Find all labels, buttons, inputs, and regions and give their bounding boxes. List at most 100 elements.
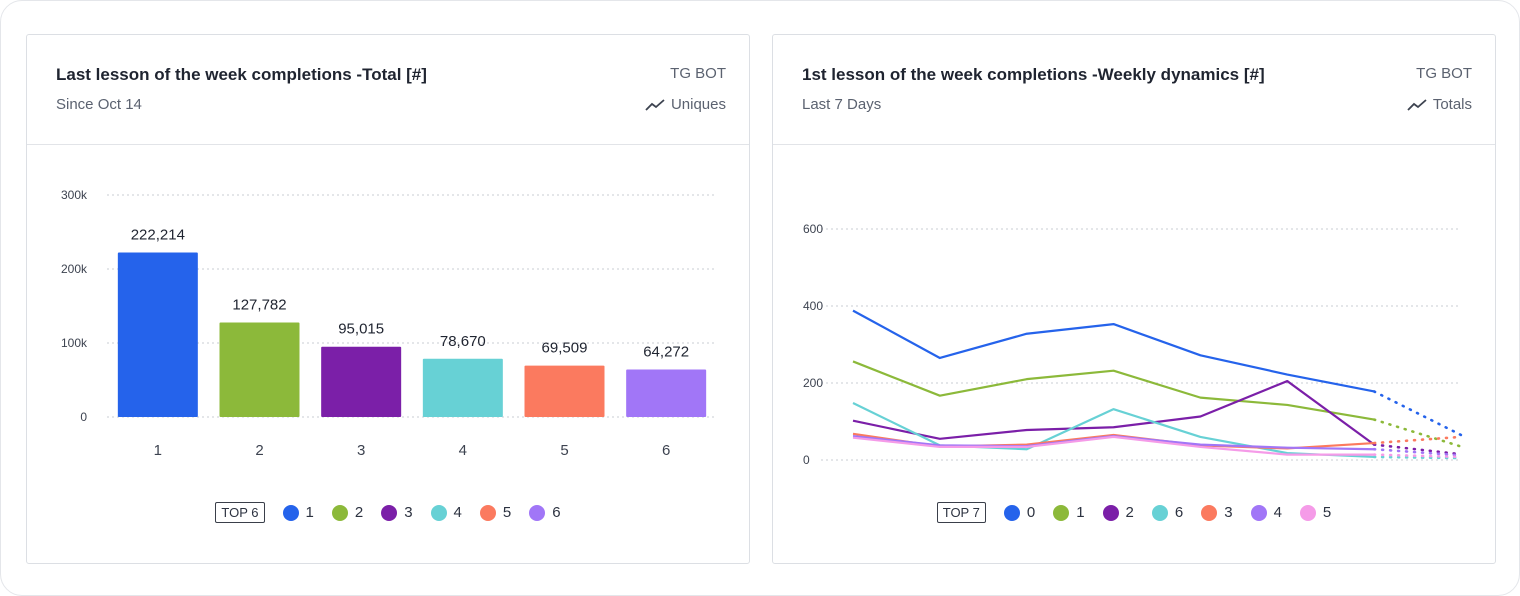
bar-value-label: 95,015 (338, 321, 384, 338)
y-tick-label: 600 (803, 222, 823, 236)
series-line-0 (852, 309, 1375, 393)
x-tick-label: Mar 26 (1264, 484, 1311, 485)
legend-dot (430, 504, 447, 521)
series-line-projected-6 (1372, 455, 1463, 460)
y-tick-label: 200 (803, 376, 823, 390)
legend-item[interactable]: 6 (529, 504, 561, 521)
bar-6 (626, 369, 707, 417)
legend-label: 6 (552, 504, 561, 521)
source-label: TG BOT (1416, 65, 1472, 82)
legend-item[interactable]: 4 (430, 504, 462, 521)
card-header: 1st lesson of the week completions -Week… (773, 35, 1495, 145)
x-tick-label: 2 (255, 442, 263, 459)
legend-item[interactable]: 3 (381, 504, 413, 521)
chart-legend: TOP 6 1 2 3 4 5 6 (27, 502, 749, 523)
x-tick-label: 1 (154, 442, 162, 459)
date-range[interactable]: Since Oct 14 (56, 96, 142, 113)
bar-value-label: 222,214 (131, 227, 185, 244)
legend-label: 6 (1174, 504, 1184, 521)
legend-label: 5 (502, 504, 512, 521)
bar-2 (219, 322, 300, 417)
legend-label: 3 (1224, 504, 1233, 521)
legend-item[interactable]: 5 (479, 504, 512, 521)
bar-5 (524, 365, 605, 417)
series-line-1 (852, 360, 1375, 421)
y-tick-label: 0 (803, 453, 810, 467)
legend-item[interactable]: 2 (331, 504, 364, 521)
legend-label: 4 (453, 504, 462, 521)
legend-label: 3 (404, 504, 413, 521)
legend-dot (1201, 504, 1218, 521)
series-line-projected-3 (1372, 435, 1463, 445)
series-line-projected-4 (1372, 447, 1463, 457)
legend-label: 1 (1076, 504, 1085, 521)
legend-label: 2 (1125, 504, 1134, 521)
legend-dot (1250, 504, 1267, 521)
legend-dot (1053, 504, 1070, 521)
top-n-button[interactable]: TOP 6 (215, 502, 265, 523)
legend-label: 2 (354, 504, 364, 521)
legend-dot (479, 504, 496, 521)
metric-label: Uniques (670, 96, 726, 113)
legend-dot (381, 504, 398, 521)
bar-chart: 0 100k 200k 300k 222,214 1 127,782 2 95,015 3 78,6… (61, 188, 717, 459)
y-tick-label: 400 (803, 299, 823, 313)
source-label: TG BOT (670, 65, 726, 82)
legend-item[interactable]: 1 (282, 504, 314, 521)
x-tick-label: Mar 28 (1438, 484, 1485, 485)
metric-label: Totals (1432, 96, 1472, 113)
card-last-lesson-total: Last lesson of the week completions -Tot… (26, 34, 750, 564)
y-tick-label: 300k (61, 188, 88, 202)
legend-label: 5 (1322, 504, 1332, 521)
card-title[interactable]: 1st lesson of the week completions -Week… (802, 65, 1265, 84)
legend-dot (529, 504, 546, 521)
legend-label: 0 (1026, 504, 1036, 521)
chart-legend: TOP 7 0 1 2 6 3 4 5 (773, 502, 1495, 523)
legend-item[interactable]: 0 (1003, 504, 1036, 521)
metric-selector[interactable]: Uniques (645, 96, 726, 113)
y-tick-label: 100k (61, 336, 88, 350)
top-n-button[interactable]: TOP 7 (936, 502, 986, 523)
legend-item[interactable]: 2 (1102, 504, 1134, 521)
trend-line-icon (1407, 98, 1427, 111)
bar-value-label: 64,272 (643, 343, 689, 360)
legend-dot (1299, 504, 1316, 521)
legend-label: 4 (1273, 504, 1282, 521)
x-tick-label: 6 (662, 442, 670, 459)
legend-dot (1102, 504, 1119, 521)
card-first-lesson-weekly: 1st lesson of the week completions -Week… (772, 34, 1496, 564)
y-tick-label: 0 (80, 410, 87, 424)
legend-dot (282, 504, 299, 521)
bar-value-label: 127,782 (232, 296, 286, 313)
x-tick-label: Mar 24 (1090, 484, 1137, 485)
x-tick-label: 5 (560, 442, 568, 459)
card-title[interactable]: Last lesson of the week completions -Tot… (56, 65, 427, 84)
legend-dot (331, 504, 348, 521)
bar-4 (422, 358, 503, 417)
legend-label: 1 (305, 504, 314, 521)
legend-dot (1003, 504, 1020, 521)
legend-item[interactable]: 3 (1201, 504, 1233, 521)
y-tick-label: 200k (61, 262, 88, 276)
card-header: Last lesson of the week completions -Tot… (27, 35, 749, 145)
legend-item[interactable]: 6 (1151, 504, 1184, 521)
series-line-projected-0 (1372, 390, 1463, 437)
legend-item[interactable]: 4 (1250, 504, 1282, 521)
bar-value-label: 78,670 (440, 333, 486, 350)
legend-dot (1151, 504, 1168, 521)
bar-value-label: 69,509 (542, 340, 588, 357)
series-line-projected-5 (1372, 453, 1463, 459)
series-line-projected-1 (1372, 418, 1463, 448)
date-range[interactable]: Last 7 Days (802, 96, 882, 113)
x-tick-label: 3 (357, 442, 365, 459)
legend-item[interactable]: 1 (1053, 504, 1085, 521)
series-line-projected-2 (1372, 443, 1463, 456)
line-chart: 0 200 400 600 Mar 22 Mar 24 Mar 26 Mar 28 (803, 222, 1485, 485)
bar-1 (117, 252, 198, 417)
series-line-2 (852, 379, 1375, 446)
trend-line-icon (645, 98, 665, 111)
metric-selector[interactable]: Totals (1407, 96, 1472, 113)
x-tick-label: 4 (459, 442, 467, 459)
legend-item[interactable]: 5 (1299, 504, 1332, 521)
